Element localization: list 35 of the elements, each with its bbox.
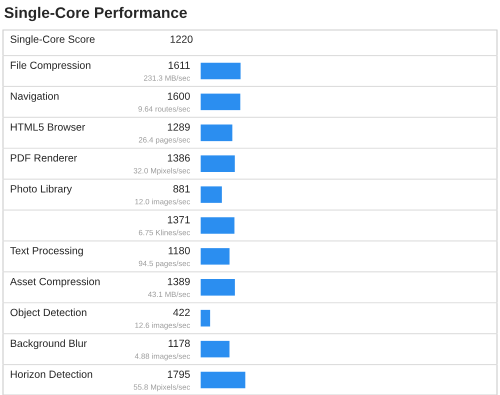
y-tick-label: Text Processing — [10, 246, 83, 256]
data-label: 1180 — [168, 246, 190, 254]
y-tick-label: PDF Renderer — [10, 154, 77, 162]
bar — [200, 308, 212, 328]
bar — [200, 123, 234, 142]
bar — [200, 370, 246, 390]
data-label: 1389 — [168, 278, 190, 286]
data-label: 881 — [173, 185, 190, 193]
bar — [200, 278, 236, 297]
data-label: 1795 — [168, 370, 190, 378]
data-label: 1289 — [168, 123, 190, 131]
y-tick-label: Object Detection — [10, 308, 86, 318]
data-label: 1386 — [168, 154, 190, 162]
y-tick-label: HTML5 Browser — [10, 123, 86, 131]
bar — [200, 154, 236, 174]
data-label: 422 — [173, 308, 190, 316]
bar — [200, 216, 236, 236]
y-tick-label: File Compression — [10, 61, 90, 71]
bar — [200, 61, 242, 81]
y-tick-label: Horizon Detection — [10, 370, 92, 378]
bar — [200, 184, 224, 204]
text: Single-Core Score — [10, 35, 95, 45]
y-tick-label: Navigation — [10, 92, 59, 102]
bar — [200, 246, 231, 266]
text: 1220 — [170, 36, 193, 43]
data-label: 1371 — [168, 216, 190, 224]
y-tick-label: Asset Compression — [10, 278, 100, 288]
data-label: 1600 — [168, 92, 190, 100]
chart-title: Single-Core Performance — [4, 6, 187, 22]
y-tick-label: Background Blur — [10, 339, 87, 350]
bar — [200, 92, 242, 112]
data-label: 1611 — [168, 62, 190, 69]
data-label: 1178 — [168, 340, 190, 348]
bar — [200, 339, 231, 359]
y-tick-label: Photo Library — [10, 184, 72, 195]
